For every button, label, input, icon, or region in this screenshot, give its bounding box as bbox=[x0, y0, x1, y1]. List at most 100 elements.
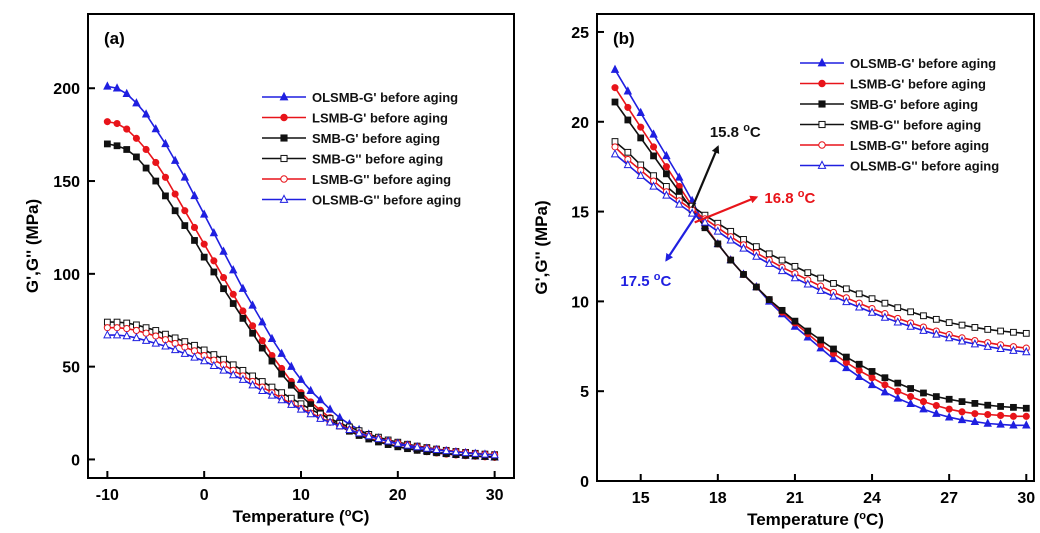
data-point bbox=[882, 300, 888, 306]
legend-entry: OLSMB-G' before aging bbox=[850, 56, 996, 71]
data-point bbox=[753, 244, 759, 250]
annotation-unit: C bbox=[750, 124, 761, 141]
data-point bbox=[163, 193, 169, 199]
data-point bbox=[933, 394, 939, 400]
data-point bbox=[779, 307, 785, 313]
data-point bbox=[211, 269, 217, 275]
data-point bbox=[818, 275, 824, 281]
panel-a-y-axis-label: G',G'' (MPa) bbox=[23, 199, 42, 293]
legend-entry: LSMB-G'' before aging bbox=[312, 172, 451, 187]
data-point bbox=[104, 119, 110, 125]
data-point bbox=[664, 171, 670, 177]
annotation-value: 17.5 bbox=[620, 273, 653, 290]
y-tick-label: 20 bbox=[571, 115, 589, 132]
data-point bbox=[831, 346, 837, 352]
data-point bbox=[741, 272, 747, 278]
annotation-arrow bbox=[692, 147, 718, 208]
x-tick-label: 20 bbox=[389, 487, 407, 504]
annotation-label: 17.5 oC bbox=[620, 271, 671, 290]
data-point bbox=[753, 284, 759, 290]
y-tick-label: 0 bbox=[71, 452, 80, 469]
panel-a-x-axis-label: Temperature (oC) bbox=[233, 507, 370, 526]
legend-entry: OLSMB-G'' before aging bbox=[850, 159, 999, 174]
legend-marker bbox=[819, 80, 825, 86]
data-point bbox=[133, 135, 139, 141]
y-tick-label: 100 bbox=[53, 267, 80, 284]
legend-marker bbox=[281, 135, 287, 141]
legend-entry: OLSMB-G'' before aging bbox=[312, 193, 461, 208]
legend-entry: LSMB-G' before aging bbox=[312, 111, 448, 126]
data-point bbox=[298, 393, 304, 399]
data-point bbox=[998, 412, 1004, 418]
data-point bbox=[143, 165, 149, 171]
data-point bbox=[728, 257, 734, 263]
data-point bbox=[134, 154, 140, 160]
data-point bbox=[959, 409, 965, 415]
data-point bbox=[882, 382, 888, 388]
data-point bbox=[779, 257, 785, 263]
data-point bbox=[856, 291, 862, 297]
data-point bbox=[946, 396, 952, 402]
y-tick-label: 25 bbox=[571, 25, 589, 42]
panel-a-label: (a) bbox=[104, 29, 125, 48]
panel-b-y-axis-label: G',G'' (MPa) bbox=[532, 200, 551, 294]
data-point bbox=[133, 327, 139, 333]
legend-marker bbox=[281, 155, 287, 161]
data-point bbox=[625, 104, 631, 110]
data-point bbox=[959, 322, 965, 328]
data-point bbox=[153, 178, 159, 184]
data-point bbox=[895, 380, 901, 386]
data-point bbox=[715, 241, 721, 247]
panel-a: -10 0 10 20 30050100150200 OLSMB-G' before a… bbox=[23, 14, 514, 526]
x-tick-label: 15 bbox=[632, 490, 650, 507]
data-point bbox=[946, 320, 952, 326]
y-tick-label: 50 bbox=[62, 360, 80, 377]
data-point bbox=[843, 286, 849, 292]
data-point bbox=[1010, 413, 1016, 419]
data-point bbox=[831, 281, 837, 287]
data-point bbox=[259, 345, 265, 351]
legend-entry: OLSMB-G' before aging bbox=[312, 90, 458, 105]
series-line bbox=[615, 88, 1026, 417]
data-point bbox=[162, 174, 168, 180]
x-tick-label: 10 bbox=[292, 487, 310, 504]
data-point bbox=[856, 367, 862, 373]
data-point bbox=[191, 224, 197, 230]
data-point bbox=[882, 375, 888, 381]
data-point bbox=[946, 406, 952, 412]
data-point bbox=[869, 296, 875, 302]
data-point bbox=[985, 411, 991, 417]
data-point bbox=[1023, 405, 1029, 411]
data-point bbox=[612, 85, 618, 91]
data-point bbox=[279, 371, 285, 377]
data-point bbox=[104, 141, 110, 147]
data-point bbox=[998, 404, 1004, 410]
data-point bbox=[153, 159, 159, 165]
legend-entry: SMB-G' before aging bbox=[312, 131, 440, 146]
data-point bbox=[114, 325, 120, 331]
data-point bbox=[211, 258, 217, 264]
data-point bbox=[1011, 404, 1017, 410]
data-point bbox=[230, 291, 236, 297]
data-point bbox=[124, 147, 130, 153]
data-point bbox=[843, 354, 849, 360]
legend-entry: SMB-G'' before aging bbox=[312, 152, 443, 167]
annotation-value: 16.8 bbox=[764, 190, 797, 207]
data-point bbox=[124, 126, 130, 132]
y-tick-label: 10 bbox=[571, 294, 589, 311]
y-tick-label: 150 bbox=[53, 174, 80, 191]
data-point bbox=[250, 330, 256, 336]
data-point bbox=[972, 401, 978, 407]
data-point bbox=[201, 254, 207, 260]
data-point bbox=[818, 337, 824, 343]
panel-b-label: (b) bbox=[613, 29, 635, 48]
data-point bbox=[143, 146, 149, 152]
data-point bbox=[612, 150, 619, 157]
y-tick-label: 5 bbox=[580, 384, 589, 401]
data-point bbox=[182, 223, 188, 229]
panel-b-annotations: 15.8 oC16.8 oC17.5 oC bbox=[620, 122, 815, 290]
data-point bbox=[612, 99, 618, 105]
data-point bbox=[269, 358, 275, 364]
panel-a-legend: OLSMB-G' before aging LSMB-G' before agin… bbox=[262, 90, 461, 208]
